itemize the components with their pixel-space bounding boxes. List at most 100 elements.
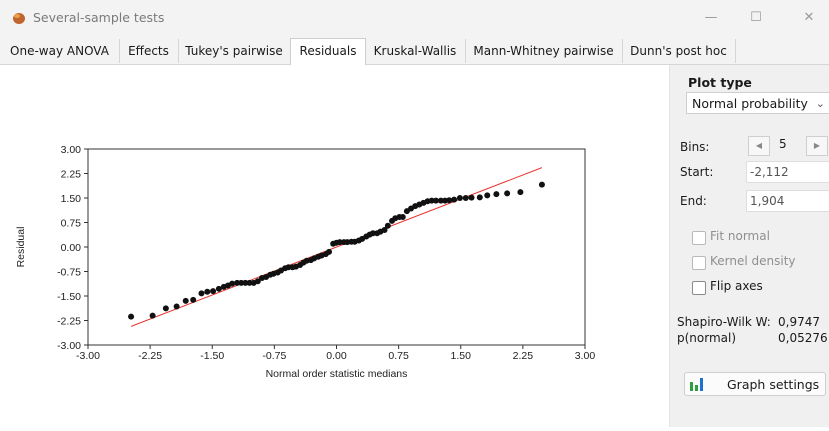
tab-mann-whitney-pairwise[interactable]: Mann-Whitney pairwise bbox=[465, 39, 623, 63]
shapiro-wilk-value: 0,9747 bbox=[778, 315, 820, 329]
data-point bbox=[517, 189, 524, 196]
plot-area: -3.00 -2.25 -1.50 -0.75 0.00 0.75 1.50 2.25 3.00… bbox=[0, 65, 669, 427]
data-point bbox=[504, 190, 511, 197]
x-tick-label: -3.00 bbox=[76, 350, 100, 362]
data-point bbox=[369, 230, 376, 237]
data-point bbox=[229, 280, 236, 287]
tab-dunns-post-hoc[interactable]: Dunn's post hoc bbox=[622, 39, 736, 63]
data-point bbox=[446, 197, 453, 204]
bar-chart-icon bbox=[690, 378, 703, 391]
p-normal-label: p(normal) bbox=[677, 331, 737, 345]
fit-line bbox=[130, 167, 543, 327]
fit-normal-checkbox[interactable] bbox=[692, 231, 706, 245]
data-point bbox=[238, 279, 245, 286]
data-point bbox=[484, 192, 491, 199]
x-axis-label: Normal order statistic medians bbox=[266, 368, 408, 380]
data-point bbox=[384, 222, 391, 229]
tab-bar: One-way ANOVA Effects Tukey's pairwise R… bbox=[0, 36, 829, 66]
data-point bbox=[254, 278, 261, 285]
data-point bbox=[432, 197, 439, 204]
increment-icon[interactable]: ▶ bbox=[806, 136, 828, 156]
normal-probability-plot[interactable]: -3.00 -2.25 -1.50 -0.75 0.00 0.75 1.50 2.25 3.00… bbox=[0, 65, 669, 427]
y-tick-label: -1.50 bbox=[57, 291, 81, 303]
tab-residuals[interactable]: Residuals bbox=[290, 38, 366, 66]
data-point bbox=[538, 181, 545, 188]
y-tick-label: 0.75 bbox=[61, 218, 82, 230]
y-tick-label: -2.25 bbox=[57, 316, 81, 328]
plot-type-select[interactable]: Normal probability ⌄ bbox=[686, 92, 829, 114]
data-point bbox=[210, 288, 217, 295]
graph-settings-button[interactable]: Graph settings bbox=[684, 372, 826, 396]
p-normal-value: 0,05276 bbox=[778, 331, 828, 345]
data-point bbox=[399, 213, 406, 220]
x-tick-label: 0.00 bbox=[326, 350, 347, 362]
data-point bbox=[437, 197, 444, 204]
x-tick-label: 0.75 bbox=[388, 350, 409, 362]
bins-stepper[interactable]: ◀ 5 ▶ bbox=[746, 135, 829, 157]
fit-normal-label: Fit normal bbox=[710, 229, 770, 243]
data-point bbox=[234, 279, 241, 286]
end-field[interactable]: 1,904 bbox=[746, 190, 829, 212]
data-point bbox=[242, 279, 249, 286]
data-point bbox=[204, 288, 211, 295]
chevron-down-icon: ⌄ bbox=[815, 97, 825, 110]
data-point bbox=[493, 191, 500, 198]
decrement-icon[interactable]: ◀ bbox=[748, 136, 770, 156]
data-point bbox=[428, 197, 435, 204]
data-point bbox=[190, 296, 197, 303]
data-point bbox=[246, 279, 253, 286]
data-point bbox=[198, 290, 205, 297]
data-point bbox=[285, 264, 292, 271]
x-tick-label: 3.00 bbox=[575, 350, 596, 362]
tab-kruskal-wallis[interactable]: Kruskal-Wallis bbox=[365, 39, 466, 63]
y-tick-label: -3.00 bbox=[57, 340, 81, 352]
y-tick-label: 2.25 bbox=[61, 169, 82, 181]
tab-one-way-anova[interactable]: One-way ANOVA bbox=[0, 39, 120, 63]
flip-axes-label: Flip axes bbox=[710, 279, 763, 293]
data-point bbox=[476, 194, 483, 201]
maximize-button[interactable]: ☐ bbox=[750, 10, 762, 25]
x-tick-label: -1.50 bbox=[200, 350, 224, 362]
data-point bbox=[215, 285, 222, 292]
bins-value: 5 bbox=[779, 137, 787, 151]
shapiro-wilk-label: Shapiro-Wilk W: bbox=[677, 315, 771, 329]
x-tick-label: 2.25 bbox=[513, 350, 534, 362]
tab-tukeys-pairwise[interactable]: Tukey's pairwise bbox=[178, 39, 291, 63]
data-point bbox=[128, 313, 135, 320]
app-icon bbox=[13, 13, 25, 24]
data-point bbox=[173, 303, 180, 310]
y-tick-label: 0.00 bbox=[61, 242, 82, 254]
x-tick-label: -2.25 bbox=[138, 350, 162, 362]
data-point bbox=[162, 305, 169, 312]
kernel-density-checkbox[interactable] bbox=[692, 256, 706, 270]
y-tick-label: -0.75 bbox=[57, 267, 81, 279]
x-tick-label: 1.50 bbox=[451, 350, 472, 362]
title-bar: Several-sample tests — ☐ ✕ bbox=[0, 0, 829, 36]
data-point bbox=[451, 196, 458, 203]
x-tick-label: -0.75 bbox=[262, 350, 286, 362]
plot-type-label: Plot type bbox=[688, 75, 752, 90]
data-point bbox=[381, 227, 388, 234]
data-point bbox=[326, 248, 333, 255]
close-button[interactable]: ✕ bbox=[803, 10, 815, 25]
kernel-density-label: Kernel density bbox=[710, 254, 796, 268]
data-point bbox=[149, 312, 156, 319]
tab-effects[interactable]: Effects bbox=[119, 39, 179, 63]
data-point bbox=[468, 194, 475, 201]
end-label: End: bbox=[680, 194, 707, 208]
data-point bbox=[336, 239, 343, 246]
options-panel: Plot type Normal probability ⌄ Bins: ◀ 5… bbox=[669, 65, 829, 427]
y-tick-label: 1.50 bbox=[61, 193, 82, 205]
data-point bbox=[462, 195, 469, 201]
graph-settings-label: Graph settings bbox=[727, 377, 820, 392]
data-point bbox=[456, 195, 463, 201]
plot-type-value: Normal probability bbox=[692, 96, 808, 111]
bins-label: Bins: bbox=[680, 140, 710, 154]
start-label: Start: bbox=[680, 165, 714, 179]
y-axis-label: Residual bbox=[15, 227, 27, 268]
window-title: Several-sample tests bbox=[33, 10, 165, 25]
data-point bbox=[182, 297, 189, 304]
start-field[interactable]: -2,112 bbox=[746, 161, 829, 183]
flip-axes-checkbox[interactable] bbox=[692, 281, 706, 295]
minimize-button[interactable]: — bbox=[704, 10, 718, 25]
